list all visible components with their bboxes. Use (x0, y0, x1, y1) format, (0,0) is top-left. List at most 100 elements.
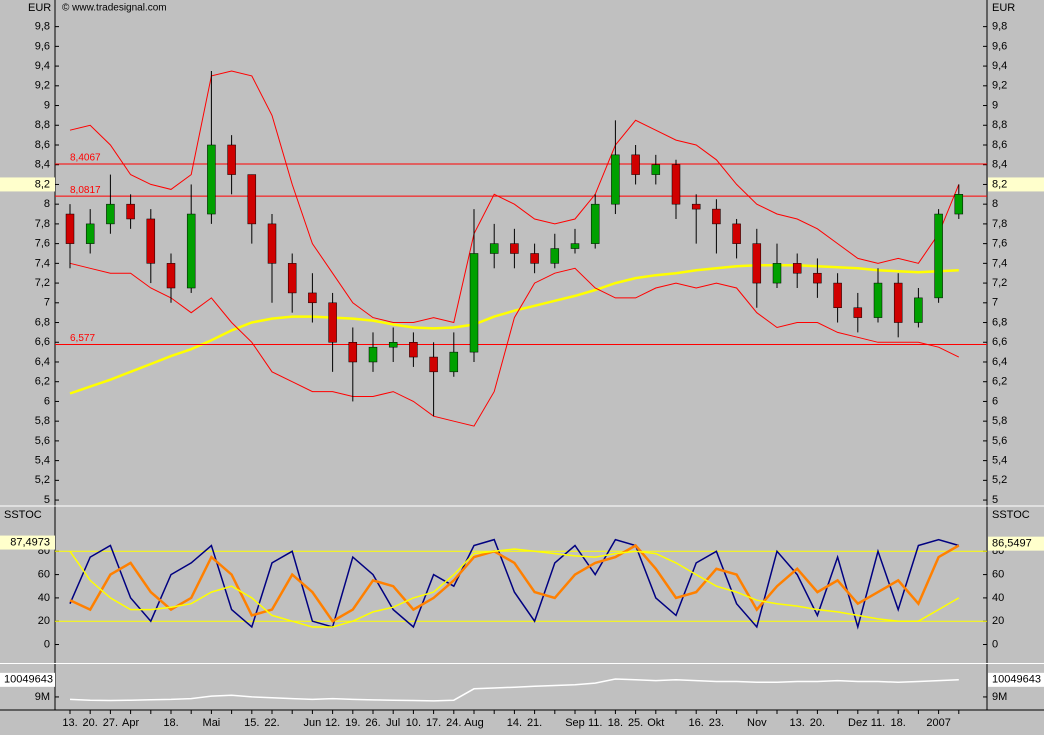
x-tick-label: 20. (83, 717, 98, 729)
x-tick-label: Apr (122, 717, 139, 729)
candle-body (752, 243, 762, 284)
y-tick-label: 60 (992, 569, 1004, 581)
candle-body (510, 243, 519, 254)
candle-body (308, 292, 317, 304)
x-tick-label: 15. (244, 717, 259, 729)
unit-label: EUR (28, 2, 51, 14)
x-tick-label: 20. (810, 717, 825, 729)
candle-body (207, 144, 216, 215)
candle-body (651, 164, 661, 175)
marker-box (0, 535, 55, 550)
x-tick-label: Dez (848, 717, 868, 729)
candle-body (712, 208, 721, 225)
y-tick-label: 20 (38, 615, 50, 627)
candle-body (388, 342, 398, 348)
y-tick-label: 7 (992, 297, 998, 309)
marker-box (988, 672, 1044, 687)
y-tick-label: 9,4 (992, 60, 1007, 72)
y-tick-label: 9 (992, 99, 998, 111)
y-tick-label: 9 (44, 99, 50, 111)
level-label: 6,577 (70, 333, 95, 344)
x-tick-label: 23. (709, 717, 724, 729)
y-tick-label: 5,2 (992, 474, 1007, 486)
y-tick-label: 9M (992, 691, 1007, 703)
y-tick-label: 20 (992, 615, 1004, 627)
y-tick-label: 8 (44, 198, 50, 210)
x-tick-label: 14. (507, 717, 522, 729)
candle-body (267, 223, 277, 264)
x-tick-label: Okt (647, 717, 664, 729)
y-tick-label: 6,6 (35, 336, 50, 348)
level-label: 8,4067 (70, 153, 101, 164)
candle-body (85, 223, 95, 244)
y-tick-label: 7,2 (992, 277, 1007, 289)
y-tick-label: 9,2 (35, 80, 50, 92)
y-tick-label: 5,4 (992, 455, 1007, 467)
x-tick-label: 18. (891, 717, 906, 729)
marker-label: 87,4973 (10, 536, 50, 548)
marker-label: 10049643 (992, 674, 1041, 686)
panel-title: SSTOC (4, 509, 42, 521)
x-tick-label: 13. (62, 717, 77, 729)
y-tick-label: 0 (44, 638, 50, 650)
candle-body (126, 203, 135, 220)
series-line (69, 262, 960, 427)
last-value-box (0, 177, 55, 192)
y-tick-label: 7,6 (35, 238, 50, 250)
candle-body (186, 213, 196, 289)
y-tick-label: 6,2 (35, 376, 50, 388)
candle-body (954, 194, 964, 215)
candle-body (813, 272, 822, 284)
candle-body (227, 144, 236, 175)
source: © www.tradesignal.com (62, 3, 167, 14)
candle-body (833, 282, 842, 308)
candle-body (671, 164, 681, 205)
marker-label: 86,5497 (992, 538, 1032, 550)
x-tick-label: 22. (264, 717, 279, 729)
x-tick-label: 11. (871, 717, 885, 729)
candle-body (368, 346, 378, 363)
x-tick-label: Mai (203, 717, 221, 729)
candle-body (914, 297, 923, 323)
y-tick-label: 40 (992, 592, 1004, 604)
candle-body (590, 203, 600, 244)
y-tick-label: 6,8 (992, 316, 1007, 328)
candle-body (146, 218, 156, 264)
candle-body (65, 213, 75, 244)
candle-body (429, 356, 438, 373)
x-tick-label: Sep (565, 717, 585, 729)
y-tick-label: 9,8 (992, 21, 1007, 33)
series-line (69, 264, 959, 395)
panel-title: SSTOC (992, 509, 1030, 521)
x-tick-label: 12. (325, 717, 340, 729)
y-tick-label: 6,6 (992, 336, 1007, 348)
x-tick-label: 18. (608, 717, 623, 729)
y-tick-label: 7,6 (992, 238, 1007, 250)
unit-label: EUR (992, 2, 1015, 14)
candle-body (328, 302, 337, 343)
y-tick-label: 7 (44, 297, 50, 309)
y-tick-label: 7,8 (35, 218, 50, 230)
y-tick-label: 9,6 (992, 40, 1007, 52)
series-line (69, 543, 960, 623)
candle-body (792, 263, 802, 274)
y-tick-label: 8,8 (992, 119, 1007, 131)
y-tick-label: 5,2 (35, 474, 50, 486)
candle-body (691, 203, 701, 210)
marker-box (988, 536, 1044, 551)
x-tick-label: 26. (365, 717, 380, 729)
y-tick-label: 6,8 (35, 316, 50, 328)
candle-body (893, 282, 903, 323)
y-tick-label: 6,2 (992, 376, 1007, 388)
candle-body (106, 203, 115, 225)
x-tick-label: 21. (527, 717, 542, 729)
y-tick-label: 8,6 (35, 139, 50, 151)
y-tick-label: 6,4 (35, 356, 50, 368)
y-tick-label: 7,4 (35, 257, 50, 269)
candle-body (409, 342, 418, 358)
y-tick-label: 9,8 (35, 21, 50, 33)
y-tick-label: 0 (992, 638, 998, 650)
y-tick-label: 9,6 (35, 40, 50, 52)
